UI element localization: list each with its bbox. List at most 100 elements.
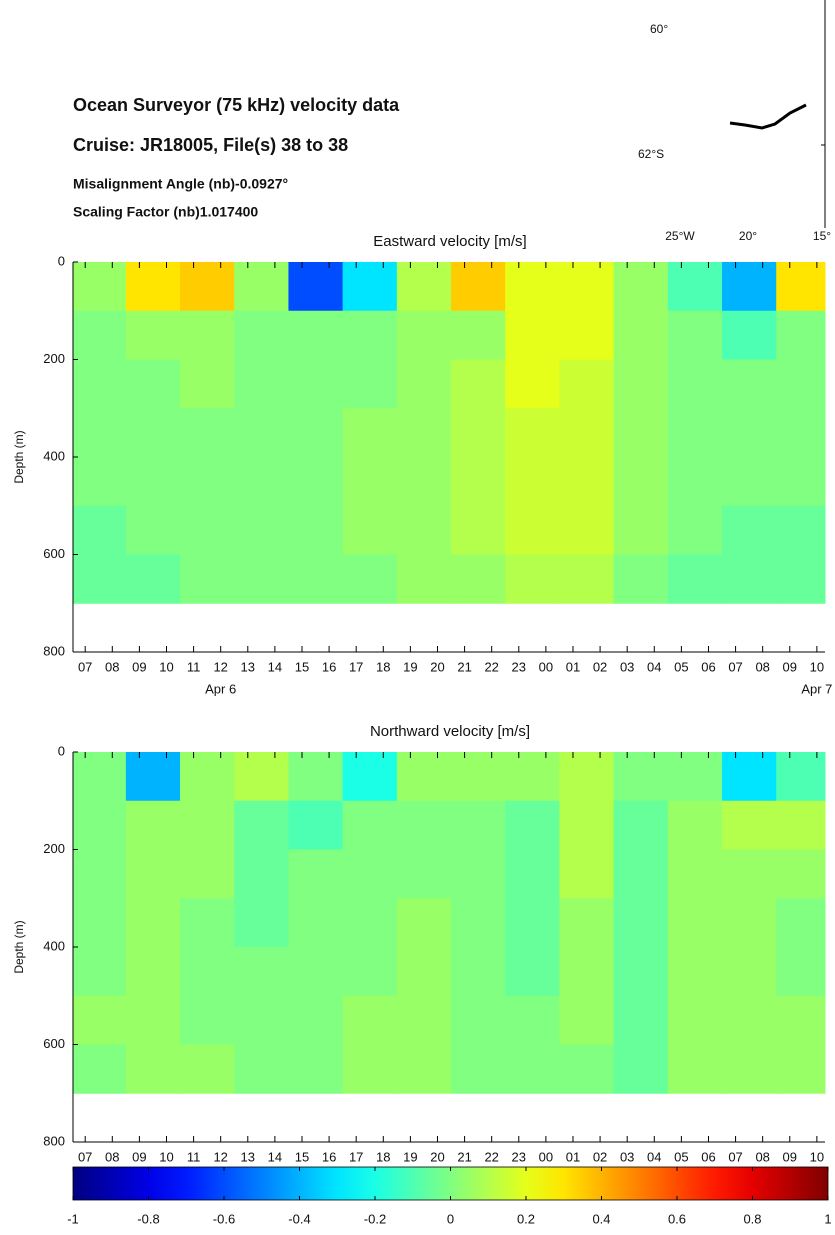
x-tick-label: 13 bbox=[241, 1149, 255, 1164]
heat-cell bbox=[180, 554, 235, 604]
heat-cell bbox=[180, 898, 235, 948]
heat-cell bbox=[505, 800, 560, 850]
heat-cell bbox=[667, 995, 723, 1045]
heat-cell bbox=[613, 898, 669, 948]
heat-cell bbox=[73, 262, 127, 312]
heat-cell bbox=[288, 752, 344, 802]
date-label: Apr 7 bbox=[801, 681, 832, 696]
heat-cell bbox=[559, 898, 615, 948]
x-tick-label: 22 bbox=[484, 1149, 498, 1164]
heat-cell bbox=[342, 505, 398, 555]
heat-cell bbox=[722, 947, 777, 997]
heat-cell bbox=[776, 800, 826, 850]
x-tick-label: 18 bbox=[376, 1149, 390, 1164]
heat-cell bbox=[125, 1044, 181, 1094]
heat-cell bbox=[180, 359, 235, 409]
heat-cell bbox=[234, 408, 289, 458]
heat-cell bbox=[125, 408, 181, 458]
heat-cell bbox=[667, 262, 723, 312]
colorbar-tick-label: -0.2 bbox=[364, 1211, 386, 1226]
x-tick-label: 21 bbox=[457, 1149, 471, 1164]
heat-cell bbox=[451, 262, 506, 312]
date-label: Apr 6 bbox=[205, 681, 236, 696]
heat-cell bbox=[396, 947, 452, 997]
y-axis-label: Depth (m) bbox=[12, 430, 26, 483]
heat-cell bbox=[776, 554, 826, 604]
x-tick-label: 18 bbox=[376, 659, 390, 674]
x-tick-label: 23 bbox=[512, 659, 526, 674]
heat-cell bbox=[234, 359, 289, 409]
colorbar-tick-label: 0.8 bbox=[743, 1211, 761, 1226]
x-tick-label: 04 bbox=[647, 1149, 661, 1164]
heat-cell bbox=[451, 408, 506, 458]
heat-cell bbox=[234, 947, 289, 997]
x-tick-label: 20 bbox=[430, 659, 444, 674]
heat-cell bbox=[667, 359, 723, 409]
x-tick-label: 10 bbox=[810, 1149, 824, 1164]
heat-cell bbox=[73, 1044, 127, 1094]
x-tick-label: 10 bbox=[159, 659, 173, 674]
heat-cell bbox=[559, 554, 615, 604]
heat-cell bbox=[667, 1044, 723, 1094]
x-tick-label: 20 bbox=[430, 1149, 444, 1164]
heat-cell bbox=[613, 849, 669, 899]
heat-cell bbox=[776, 947, 826, 997]
heat-cell bbox=[180, 995, 235, 1045]
heat-cell bbox=[234, 995, 289, 1045]
heat-cell bbox=[342, 310, 398, 360]
heat-cell bbox=[722, 995, 777, 1045]
heat-cell bbox=[342, 800, 398, 850]
heat-cell bbox=[613, 947, 669, 997]
heat-cell bbox=[505, 898, 560, 948]
x-tick-label: 01 bbox=[566, 1149, 580, 1164]
heat-cell bbox=[342, 1044, 398, 1094]
heat-cell bbox=[559, 359, 615, 409]
heat-cell bbox=[722, 752, 777, 802]
x-tick-label: 00 bbox=[539, 659, 553, 674]
x-tick-label: 08 bbox=[105, 1149, 119, 1164]
x-tick-label: 05 bbox=[674, 1149, 688, 1164]
heat-cell bbox=[396, 310, 452, 360]
heat-cell bbox=[342, 554, 398, 604]
title: Ocean Surveyor (75 kHz) velocity data bbox=[73, 95, 400, 115]
heat-cell bbox=[505, 408, 560, 458]
heat-cell bbox=[288, 995, 344, 1045]
heat-cell bbox=[451, 898, 506, 948]
x-tick-label: 04 bbox=[647, 659, 661, 674]
x-tick-label: 09 bbox=[132, 659, 146, 674]
x-tick-label: 00 bbox=[539, 1149, 553, 1164]
heat-cell bbox=[505, 995, 560, 1045]
heat-cell bbox=[73, 457, 127, 507]
heat-cell bbox=[396, 408, 452, 458]
heat-cell bbox=[559, 310, 615, 360]
heat-cell bbox=[451, 849, 506, 899]
x-tick-label: 07 bbox=[728, 1149, 742, 1164]
heat-cell bbox=[234, 310, 289, 360]
heat-cell bbox=[776, 457, 826, 507]
heat-cell bbox=[559, 800, 615, 850]
x-tick-label: 23 bbox=[512, 1149, 526, 1164]
heat-cell bbox=[722, 310, 777, 360]
scaling: Scaling Factor (nb)1.017400 bbox=[73, 204, 258, 220]
heat-cell bbox=[342, 995, 398, 1045]
heat-cell bbox=[288, 457, 344, 507]
heat-cell bbox=[505, 752, 560, 802]
map-label: 62°S bbox=[638, 147, 664, 161]
heat-cell bbox=[776, 505, 826, 555]
heat-cell bbox=[396, 800, 452, 850]
heat-cell bbox=[73, 849, 127, 899]
heat-cell bbox=[342, 947, 398, 997]
y-tick-label: 400 bbox=[43, 448, 65, 463]
x-tick-label: 09 bbox=[783, 1149, 797, 1164]
heat-cell bbox=[125, 898, 181, 948]
x-tick-label: 06 bbox=[701, 659, 715, 674]
heat-cell bbox=[396, 1044, 452, 1094]
heat-cell bbox=[180, 408, 235, 458]
colorbar bbox=[72, 1166, 829, 1201]
colorbar-tick-label: -0.8 bbox=[137, 1211, 159, 1226]
heat-cell bbox=[125, 310, 181, 360]
x-tick-label: 21 bbox=[457, 659, 471, 674]
y-tick-label: 0 bbox=[58, 743, 65, 758]
heat-cell bbox=[234, 262, 289, 312]
